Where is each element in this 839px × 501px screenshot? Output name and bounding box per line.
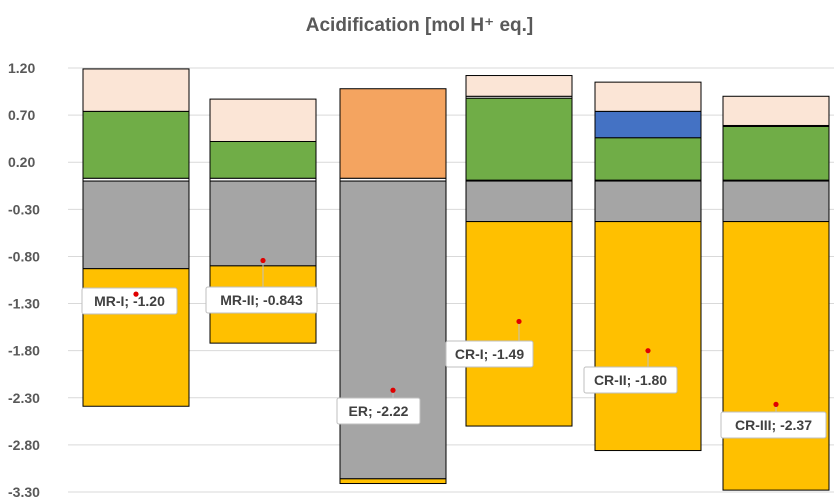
bar-segment	[339, 88, 447, 179]
y-tick-label: -1.30	[8, 296, 40, 312]
y-tick-label: 0.70	[8, 107, 35, 123]
callout-cr-iii: CR-III; -2.37	[720, 401, 827, 439]
callout-mr-i: MR-I; -1.20	[81, 287, 178, 315]
y-tick-label: -2.80	[8, 437, 40, 453]
data-callouts: MR-I; -1.20 MR-II; -0.843 ER; -2.22 CR-I; -…	[81, 257, 827, 439]
bar-segment	[465, 180, 573, 223]
y-tick-label: 0.20	[8, 154, 35, 170]
y-tick-label: -1.80	[8, 343, 40, 359]
net-point	[390, 387, 396, 393]
y-tick-label: 1.20	[8, 60, 35, 76]
callout-box	[205, 286, 318, 314]
data-label: CR-II; -1.80	[594, 372, 667, 388]
y-tick-label: -0.30	[8, 201, 40, 217]
bars	[82, 68, 830, 491]
data-label: CR-I; -1.49	[455, 346, 524, 362]
data-label: MR-II; -0.843	[220, 292, 303, 308]
bar-er	[339, 88, 447, 485]
data-label: ER; -2.22	[349, 403, 409, 419]
callout-er: ER; -2.22	[336, 387, 421, 425]
callout-cr-i: CR-I; -1.49	[445, 318, 534, 368]
data-label: MR-I; -1.20	[94, 293, 165, 309]
bar-segment	[209, 98, 317, 142]
bar-cr-ii	[594, 81, 702, 452]
gridlines	[68, 67, 834, 493]
bar-segment	[82, 68, 190, 112]
net-point	[260, 257, 266, 264]
bar-segment	[209, 180, 317, 267]
bar-cr-iii	[722, 95, 830, 491]
callout-mr-ii: MR-II; -0.843	[205, 257, 318, 314]
bar-segment	[209, 140, 317, 179]
bar-segment	[594, 221, 702, 452]
y-tick-label: -3.30	[8, 484, 40, 500]
bar-segment	[722, 180, 830, 223]
callout-box	[720, 411, 827, 439]
bar-cr-i	[465, 75, 573, 427]
y-tick-label: -0.80	[8, 248, 40, 264]
net-point	[645, 348, 651, 354]
callout-box	[336, 397, 421, 425]
callout-box	[583, 366, 678, 394]
bar-segment	[339, 478, 447, 485]
net-point	[133, 291, 139, 297]
data-label: CR-III; -2.37	[735, 417, 812, 433]
bar-segment	[339, 180, 447, 480]
bar-segment	[722, 125, 830, 181]
callout-cr-ii: CR-II; -1.80	[583, 348, 678, 394]
bar-segment	[722, 95, 830, 126]
chart-title: Acidification [mol H⁺ eq.]	[305, 15, 534, 36]
bar-segment	[594, 180, 702, 223]
bar-segment	[722, 221, 830, 491]
callout-box	[445, 340, 534, 368]
bar-segment	[594, 137, 702, 181]
y-tick-label: -2.30	[8, 390, 40, 406]
y-axis-tick-labels: 1.20 0.70 0.20 -0.30 -0.80 -1.30 -1.80 -2.30 -2.…	[8, 60, 40, 500]
bar-mr-i	[82, 68, 190, 407]
bar-segment	[82, 110, 190, 179]
bar-segment	[82, 180, 190, 270]
callout-box	[81, 287, 178, 315]
bar-segment	[465, 97, 573, 181]
bar-segment	[465, 75, 573, 97]
bar-segment	[594, 81, 702, 112]
net-point	[773, 401, 779, 407]
bar-segment	[594, 110, 702, 139]
net-point	[516, 318, 522, 325]
